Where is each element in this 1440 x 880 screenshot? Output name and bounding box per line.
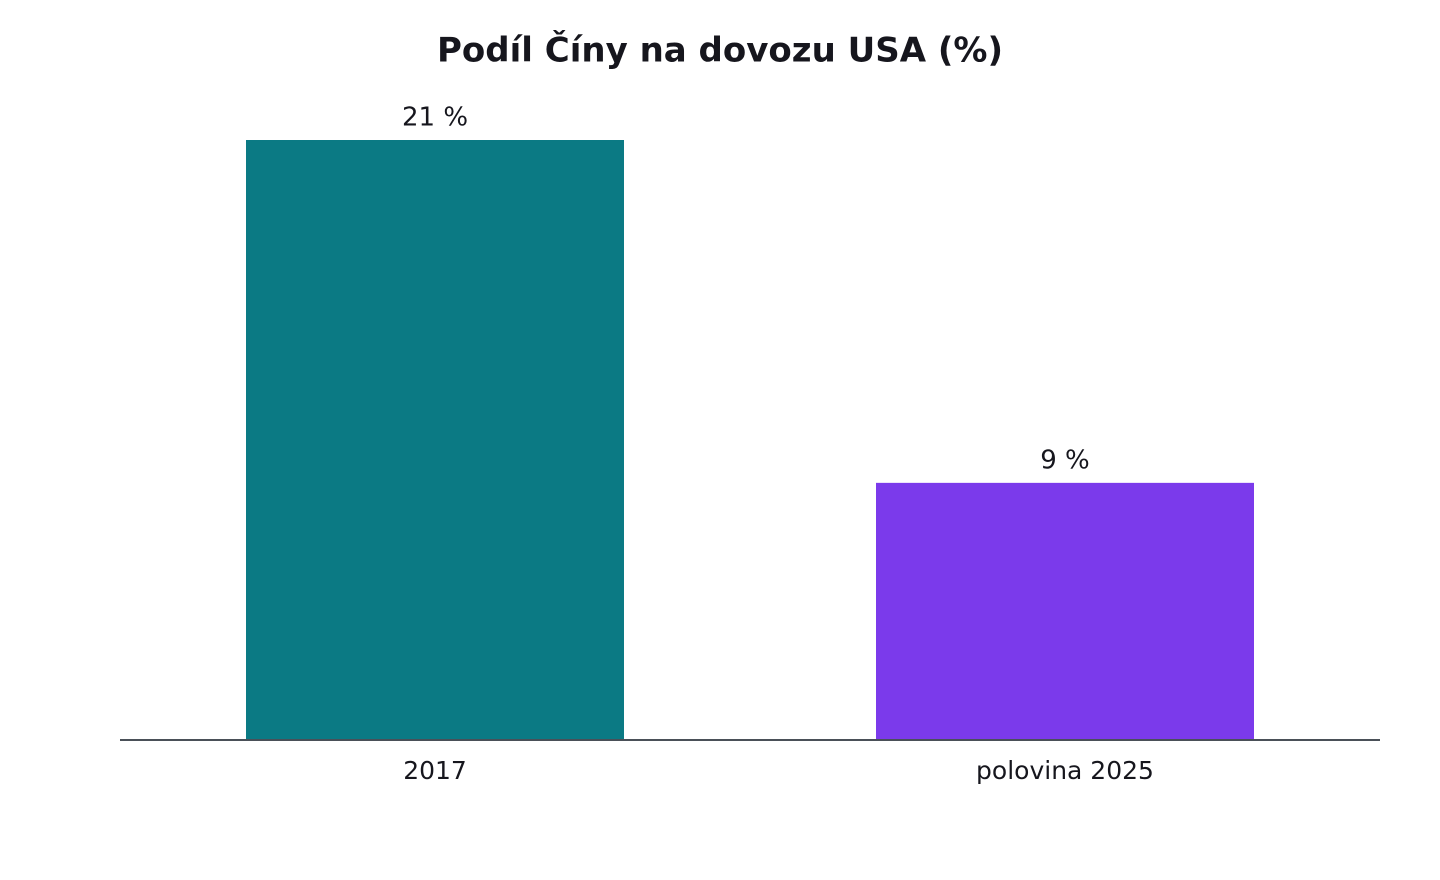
value-label: 21 % [402, 103, 468, 133]
x-tick-label: polovina 2025 [976, 756, 1154, 785]
bar [876, 482, 1254, 740]
x-tick-label: 2017 [403, 756, 467, 785]
bar [246, 140, 624, 740]
value-label: 9 % [1040, 445, 1090, 475]
chart-title: Podíl Číny na dovozu USA (%) [437, 30, 1003, 71]
